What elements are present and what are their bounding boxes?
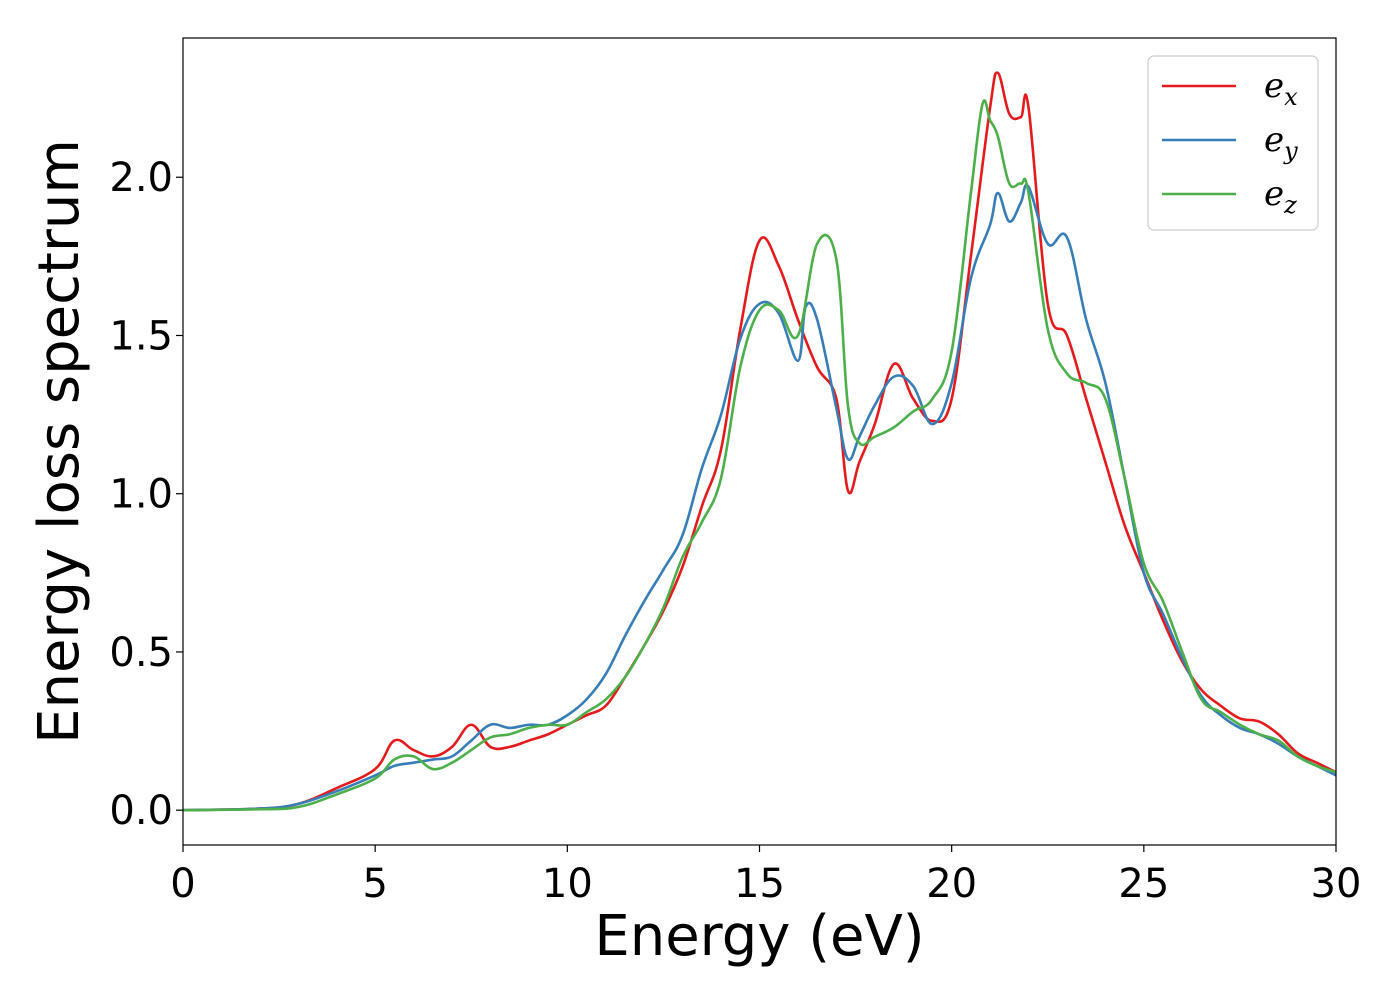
x-tick-label: 5 (362, 861, 387, 907)
series-line-y (183, 183, 1336, 812)
legend-label-x: ex (1264, 66, 1298, 111)
y-tick-label: 1.5 (109, 313, 173, 359)
x-tick-label: 10 (542, 861, 593, 907)
legend-box (1147, 55, 1319, 231)
legend-label-y: ey (1264, 120, 1298, 165)
plot-area (183, 71, 1336, 812)
y-tick-label: 2.0 (109, 155, 173, 201)
y-tick-label: 0.5 (109, 630, 173, 676)
y-axis-title: Energy loss spectrum (27, 139, 92, 744)
x-tick-label: 0 (170, 861, 195, 907)
x-tick-label: 30 (1311, 861, 1362, 907)
x-tick-label: 25 (1118, 861, 1169, 907)
x-tick-label: 15 (734, 861, 785, 907)
y-tick-label: 0.0 (109, 788, 173, 834)
y-axis-ticks: 0.0 0.5 1.0 1.5 2.0 (109, 155, 183, 834)
x-tick-label: 20 (926, 861, 977, 907)
x-axis-ticks: 0 5 10 15 20 25 30 (170, 845, 1361, 907)
x-axis-title: Energy (eV) (594, 904, 924, 969)
series-line-z (183, 99, 1336, 812)
y-tick-label: 1.0 (109, 472, 173, 518)
